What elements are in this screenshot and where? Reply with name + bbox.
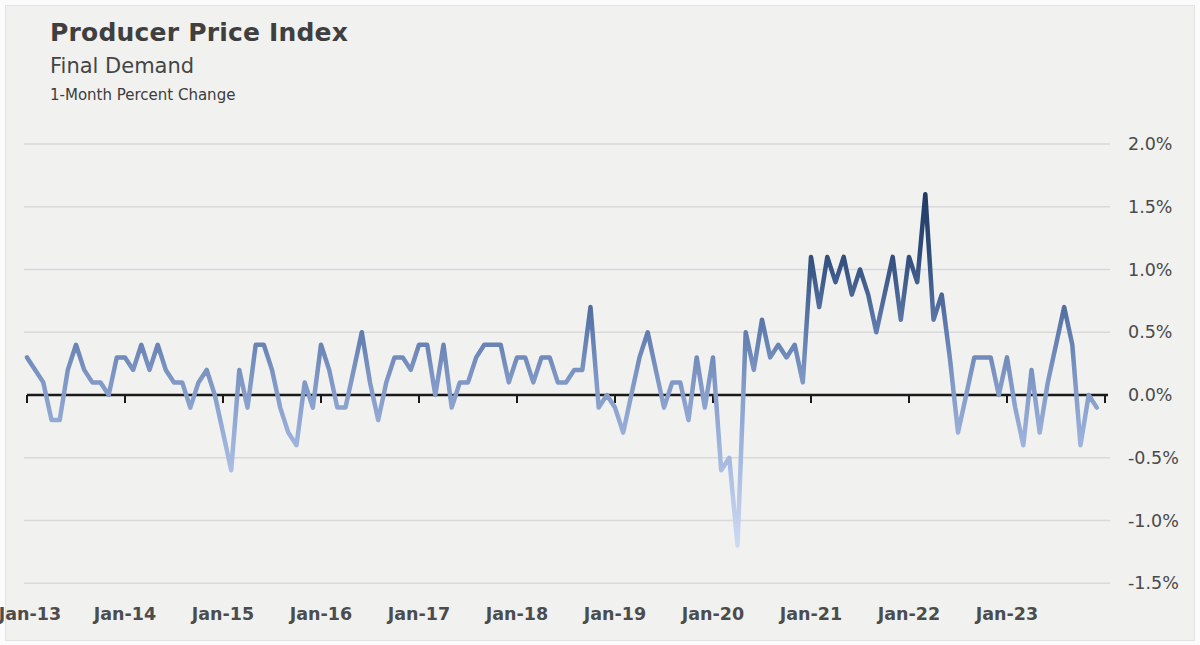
y-axis-label: 0.5% xyxy=(1128,321,1198,343)
x-axis-label: Jan-19 xyxy=(577,603,653,625)
x-axis-label: Jan-21 xyxy=(773,603,849,625)
x-axis-label: Jan-18 xyxy=(479,603,555,625)
y-axis-label: 0.0% xyxy=(1128,384,1198,406)
ppi-line-chart xyxy=(0,0,1200,645)
x-axis-label: Jan-20 xyxy=(675,603,751,625)
x-axis-label: Jan-15 xyxy=(185,603,261,625)
x-axis-label: Jan-14 xyxy=(87,603,163,625)
x-axis-label: Jan-17 xyxy=(381,603,457,625)
y-axis-label: 1.0% xyxy=(1128,259,1198,281)
y-axis-label: 1.5% xyxy=(1128,196,1198,218)
x-axis-label: Jan-23 xyxy=(969,603,1045,625)
y-axis-label: -1.5% xyxy=(1128,572,1198,594)
x-axis-label: Jan-16 xyxy=(283,603,359,625)
y-axis-label: -0.5% xyxy=(1128,447,1198,469)
ppi-series-line xyxy=(27,194,1097,545)
x-axis-label: Jan-13 xyxy=(0,603,68,625)
y-axis-label: -1.0% xyxy=(1128,510,1198,532)
x-axis-label: Jan-22 xyxy=(871,603,947,625)
y-axis-label: 2.0% xyxy=(1128,133,1198,155)
